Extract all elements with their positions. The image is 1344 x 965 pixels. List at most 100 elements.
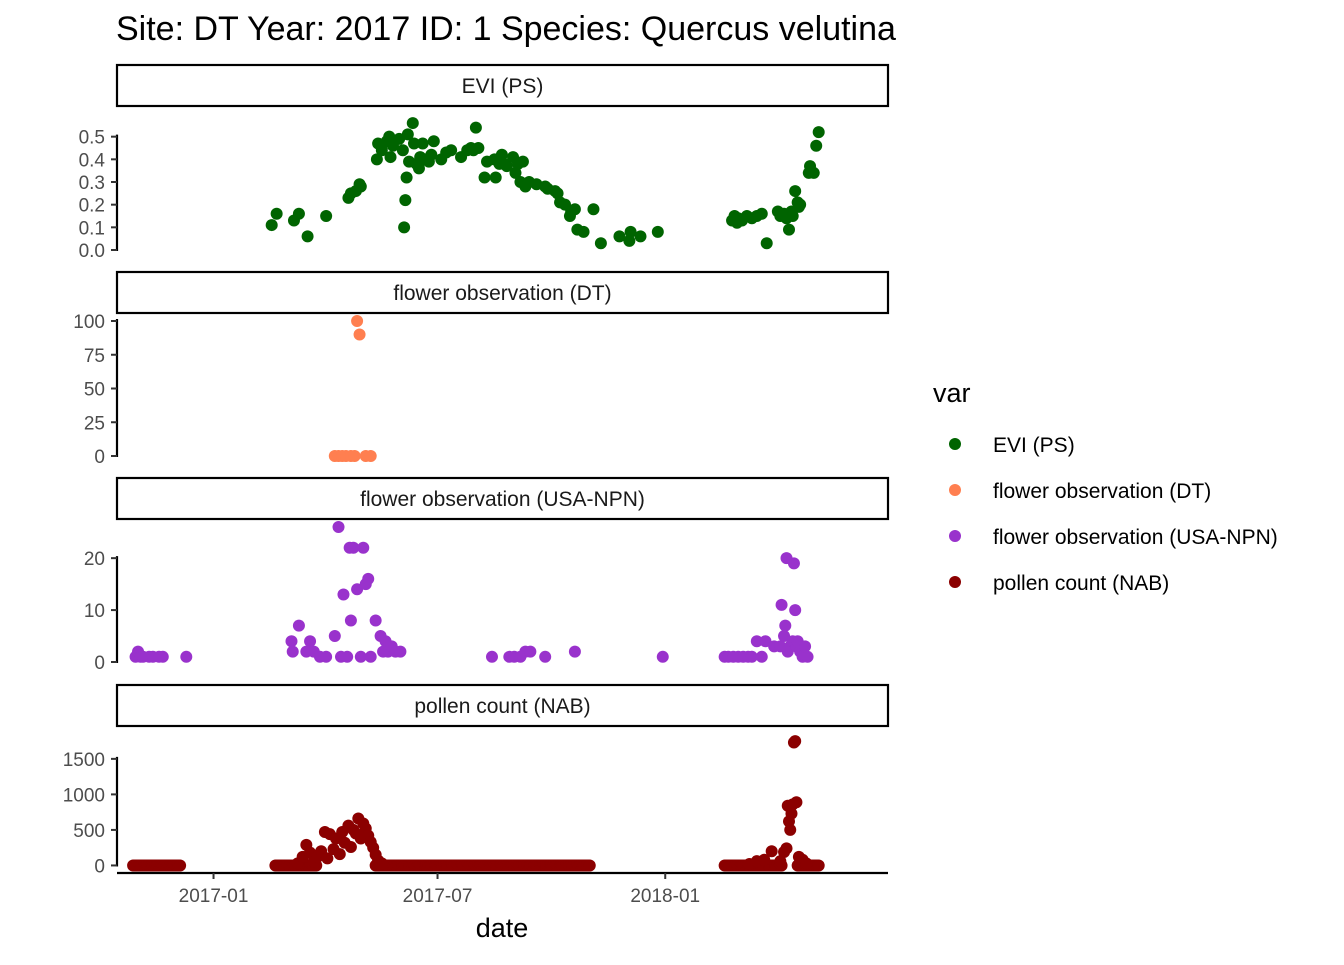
y-tick-label: 0: [94, 447, 105, 468]
data-point: [362, 572, 375, 585]
data-point: [425, 148, 438, 161]
data-point: [656, 650, 669, 663]
data-point: [156, 650, 169, 663]
legend-label: flower observation (USA-NPN): [993, 526, 1278, 549]
facet-strip-label: pollen count (NAB): [414, 695, 590, 718]
data-point: [800, 857, 813, 870]
data-point: [427, 135, 440, 148]
data-point: [568, 645, 581, 658]
data-point: [568, 203, 581, 216]
data-point: [780, 842, 793, 855]
y-tick-label: 1000: [63, 785, 105, 806]
data-point: [357, 541, 370, 554]
data-point: [174, 859, 187, 872]
legend-label: pollen count (NAB): [993, 572, 1169, 595]
data-point: [412, 162, 425, 175]
data-point: [794, 198, 807, 211]
y-tick-label: 0.1: [79, 218, 105, 239]
data-point: [320, 210, 333, 222]
y-tick-label: 500: [73, 821, 105, 842]
data-point: [765, 845, 778, 858]
data-point: [416, 137, 429, 150]
data-point: [398, 221, 411, 234]
data-point: [489, 171, 502, 184]
chart-title: Site: DT Year: 2017 ID: 1 Species: Querc…: [116, 10, 896, 48]
data-point: [396, 144, 409, 157]
data-point: [286, 645, 299, 658]
data-point: [755, 650, 768, 663]
data-point: [784, 823, 797, 836]
data-point: [587, 203, 600, 216]
data-point: [320, 650, 333, 663]
legend-key: [949, 438, 961, 450]
facet-strip: [115, 270, 890, 315]
legend: var EVI (PS) flower observation (DT) flowe…: [933, 378, 1278, 595]
data-point: [369, 614, 382, 627]
data-point: [292, 207, 305, 220]
data-point: [301, 230, 314, 243]
x-tick-label: 2017-01: [179, 886, 249, 907]
y-tick-label: 0.2: [79, 196, 105, 217]
data-point: [651, 225, 664, 238]
data-point: [351, 315, 364, 327]
data-point: [775, 598, 788, 611]
data-point: [332, 521, 345, 533]
data-point: [789, 604, 802, 617]
legend-entry: pollen count (NAB): [949, 572, 1169, 595]
legend-entries: EVI (PS) flower observation (DT) flower ob…: [949, 434, 1278, 595]
y-tick-label: 100: [73, 312, 105, 333]
facet-2: flower observation (DT) 0 25 50 75 100: [73, 270, 890, 468]
data-point: [500, 160, 513, 173]
data-point: [758, 853, 771, 866]
data-point: [524, 645, 537, 658]
facet-panels: EVI (PS) 0.00.10.20.30.40.5 flower observa…: [63, 63, 890, 877]
data-point: [341, 650, 354, 663]
data-point: [750, 635, 763, 648]
data-point: [786, 210, 799, 222]
data-point: [328, 630, 341, 643]
data-point: [347, 541, 360, 554]
data-point: [551, 187, 564, 200]
data-point: [364, 450, 377, 462]
data-point: [623, 234, 636, 247]
data-point: [583, 859, 596, 872]
data-point: [384, 151, 397, 164]
data-point: [265, 219, 278, 232]
y-tick-label: 0.4: [79, 150, 106, 171]
legend-entry: EVI (PS): [949, 434, 1075, 457]
legend-key: [949, 484, 961, 496]
y-tick-label: 0.0: [79, 241, 105, 262]
y-tick-label: 0: [94, 856, 105, 877]
x-tick-label: 2018-01: [630, 886, 700, 907]
data-point: [375, 857, 388, 870]
data-point: [812, 126, 825, 139]
facet-strip: [115, 63, 890, 108]
data-point: [375, 144, 388, 157]
data-point: [745, 650, 758, 663]
data-point: [801, 650, 814, 663]
facet-4: pollen count (NAB) 0 500 1000 1500: [63, 683, 890, 877]
data-point: [789, 735, 802, 748]
y-tick-label: 0.5: [79, 128, 105, 149]
y-tick-label: 0.3: [79, 173, 105, 194]
legend-key: [949, 530, 961, 542]
data-point: [774, 855, 787, 868]
facet-strip-label: EVI (PS): [462, 75, 544, 98]
data-point: [401, 128, 414, 141]
data-point: [778, 630, 791, 643]
data-point: [624, 225, 637, 238]
data-point: [285, 635, 298, 648]
data-point: [333, 848, 346, 861]
data-point: [509, 166, 522, 179]
data-point: [364, 650, 377, 663]
data-point: [785, 807, 798, 820]
data-point: [394, 645, 407, 658]
data-point: [353, 328, 366, 341]
data-point: [348, 450, 361, 462]
data-point: [594, 237, 607, 250]
data-point: [755, 207, 768, 220]
x-tick-label: 2017-07: [403, 886, 473, 907]
y-tick-label: 10: [84, 601, 105, 622]
facet-3: flower observation (USA-NPN) 0 10 20: [84, 476, 890, 674]
legend-label: flower observation (DT): [993, 480, 1211, 503]
